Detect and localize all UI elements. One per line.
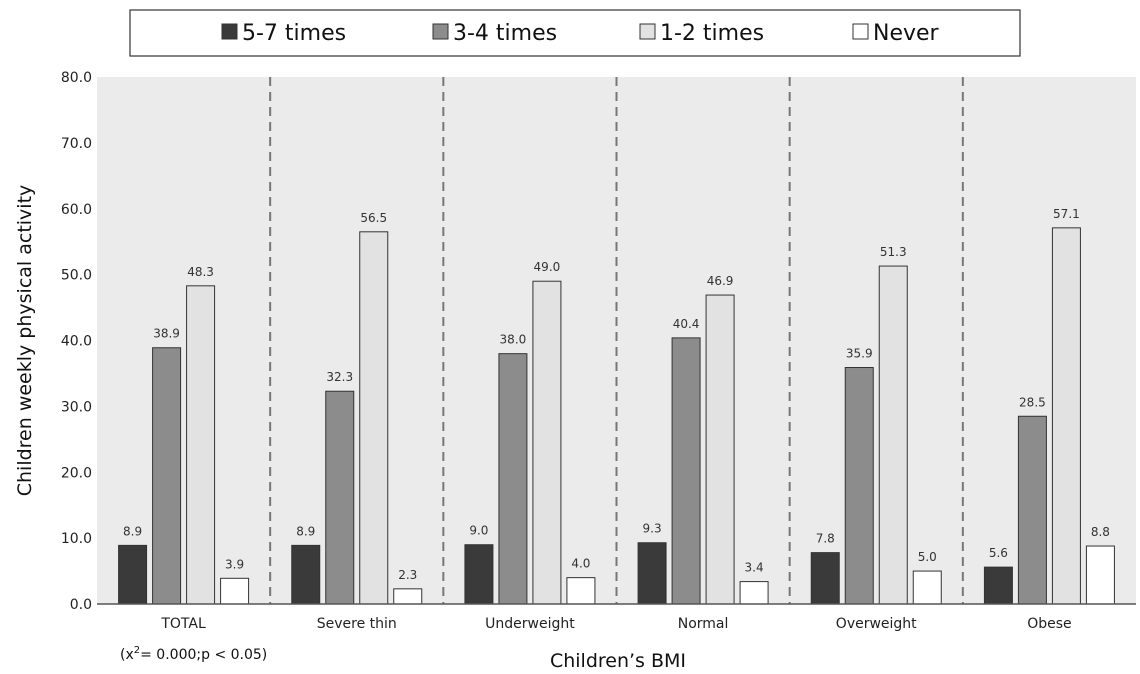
- bar: [878, 265, 908, 605]
- data-label: 8.8: [1091, 525, 1110, 539]
- data-label: 51.3: [880, 245, 907, 259]
- category-label: Severe thin: [317, 616, 397, 632]
- legend-swatch: [432, 23, 449, 40]
- y-tick-label: 10.0: [61, 531, 92, 547]
- data-label: 57.1: [1053, 207, 1080, 221]
- legend-label: Never: [873, 21, 940, 46]
- bar: [291, 544, 321, 605]
- data-label: 49.0: [534, 260, 561, 274]
- bar: [705, 294, 735, 605]
- bar: [566, 577, 596, 605]
- legend-swatch: [852, 23, 869, 40]
- y-tick-label: 0.0: [70, 597, 92, 613]
- y-tick-label: 30.0: [61, 399, 92, 415]
- bar: [152, 347, 182, 605]
- bar: [464, 544, 494, 605]
- y-tick-label: 40.0: [61, 334, 92, 350]
- bar: [739, 581, 769, 605]
- bar: [220, 577, 250, 605]
- data-label: 48.3: [187, 265, 214, 279]
- bar: [810, 552, 840, 605]
- data-label: 9.3: [643, 522, 662, 536]
- data-label: 9.0: [469, 524, 488, 538]
- data-label: 35.9: [846, 347, 873, 361]
- bar: [1051, 227, 1081, 605]
- data-label: 32.3: [326, 370, 353, 384]
- legend-label: 3-4 times: [453, 21, 557, 46]
- legend-label: 1-2 times: [660, 21, 764, 46]
- bar: [186, 285, 216, 605]
- legend-swatch: [639, 23, 656, 40]
- data-label: 8.9: [123, 524, 142, 538]
- data-label: 38.9: [153, 327, 180, 341]
- bar: [532, 280, 562, 605]
- category-label: Obese: [1027, 616, 1071, 632]
- bar: [671, 337, 701, 605]
- bar: [393, 588, 423, 605]
- data-label: 7.8: [816, 532, 835, 546]
- value-labels: 8.9 38.9 48.3 3.9 8.9 32.3 56.5 2.3 9.0 38.0 49.0 4…: [123, 207, 1110, 582]
- data-label: 5.6: [989, 546, 1008, 560]
- y-tick-label: 50.0: [61, 268, 92, 284]
- y-tick-label: 60.0: [61, 202, 92, 218]
- data-label: 28.5: [1019, 395, 1046, 409]
- bar: [1085, 545, 1115, 605]
- group-separators: [269, 77, 964, 604]
- legend-swatch: [221, 23, 238, 40]
- data-label: 40.4: [673, 317, 700, 331]
- category-label: Overweight: [836, 616, 917, 632]
- category-label: TOTAL: [160, 616, 206, 632]
- bar: [912, 570, 942, 605]
- x-axis-title: Children’s BMI: [550, 650, 686, 672]
- data-label: 8.9: [296, 524, 315, 538]
- bar: [325, 390, 355, 605]
- data-label: 38.0: [500, 333, 527, 347]
- bar: [359, 231, 389, 605]
- bar: [1017, 415, 1047, 605]
- data-label: 56.5: [360, 211, 387, 225]
- bar: [118, 544, 148, 605]
- y-axis-title: Children weekly physical activity: [14, 185, 36, 497]
- note-superscript: 2: [134, 645, 140, 656]
- y-tick-label: 80.0: [61, 70, 92, 86]
- y-tick-label: 20.0: [61, 465, 92, 481]
- bar: [498, 353, 528, 605]
- data-label: 46.9: [707, 274, 734, 288]
- bar: [844, 367, 874, 605]
- category-label: Normal: [678, 616, 729, 632]
- y-axis-ticks: 0.0 10.0 20.0 30.0 40.0 50.0 60.0 70.0 80.0: [61, 70, 92, 613]
- data-label: 3.4: [745, 561, 764, 575]
- data-label: 4.0: [571, 557, 590, 571]
- bar: [983, 566, 1013, 605]
- bar: [637, 542, 667, 605]
- legend-box: [129, 9, 1021, 57]
- legend: 5-7 times 3-4 times 1-2 times Never: [129, 9, 1021, 57]
- x-axis-categories: TOTAL Severe thin Underweight Normal Overwei…: [160, 616, 1071, 632]
- legend-label: 5-7 times: [242, 21, 346, 46]
- note-prefix: (x: [120, 647, 134, 663]
- note-body: = 0.000;p < 0.05): [140, 647, 267, 663]
- category-label: Underweight: [485, 616, 575, 632]
- y-tick-label: 70.0: [61, 136, 92, 152]
- data-label: 5.0: [918, 550, 937, 564]
- statistics-note: (x2= 0.000;p < 0.05): [120, 645, 267, 663]
- data-label: 3.9: [225, 557, 244, 571]
- data-label: 2.3: [398, 568, 417, 582]
- bars: [118, 227, 1115, 605]
